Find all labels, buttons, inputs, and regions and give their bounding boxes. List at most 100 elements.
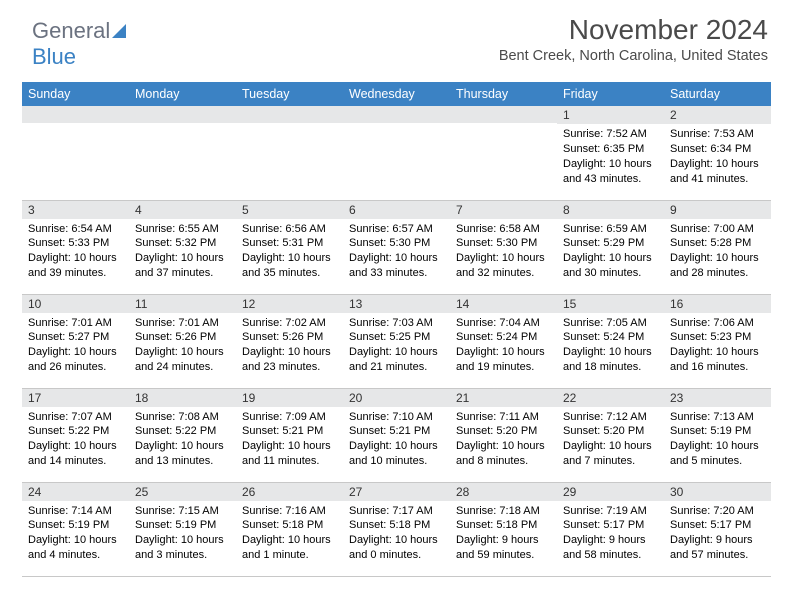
day-number: 22	[557, 389, 664, 407]
day-number	[343, 106, 450, 123]
calendar-day: 27Sunrise: 7:17 AMSunset: 5:18 PMDayligh…	[343, 482, 450, 576]
day-number: 30	[664, 483, 771, 501]
sunrise-text: Sunrise: 7:12 AM	[563, 410, 658, 425]
sunrise-text: Sunrise: 7:52 AM	[563, 127, 658, 142]
calendar-day	[343, 106, 450, 200]
sunrise-text: Sunrise: 7:04 AM	[456, 316, 551, 331]
calendar-day: 20Sunrise: 7:10 AMSunset: 5:21 PMDayligh…	[343, 388, 450, 482]
dayname: Tuesday	[236, 82, 343, 106]
day-details: Sunrise: 7:04 AMSunset: 5:24 PMDaylight:…	[450, 313, 557, 381]
calendar-day	[22, 106, 129, 200]
calendar-day: 2Sunrise: 7:53 AMSunset: 6:34 PMDaylight…	[664, 106, 771, 200]
calendar-day: 30Sunrise: 7:20 AMSunset: 5:17 PMDayligh…	[664, 482, 771, 576]
sunrise-text: Sunrise: 7:10 AM	[349, 410, 444, 425]
sunrise-text: Sunrise: 7:53 AM	[670, 127, 765, 142]
sunrise-text: Sunrise: 7:06 AM	[670, 316, 765, 331]
calendar-day	[236, 106, 343, 200]
day-number: 23	[664, 389, 771, 407]
daylight-text: Daylight: 10 hours and 16 minutes.	[670, 345, 765, 375]
sunrise-text: Sunrise: 7:18 AM	[456, 504, 551, 519]
calendar-day: 16Sunrise: 7:06 AMSunset: 5:23 PMDayligh…	[664, 294, 771, 388]
calendar-week: 1 Sunrise: 7:52 AMSunset: 6:35 PMDaylight…	[22, 106, 771, 200]
calendar-day: 3Sunrise: 6:54 AMSunset: 5:33 PMDaylight…	[22, 200, 129, 294]
day-details: Sunrise: 7:13 AMSunset: 5:19 PMDaylight:…	[664, 407, 771, 475]
dayname: Saturday	[664, 82, 771, 106]
day-number: 9	[664, 201, 771, 219]
day-details: Sunrise: 7:06 AMSunset: 5:23 PMDaylight:…	[664, 313, 771, 381]
day-details: Sunrise: 7:17 AMSunset: 5:18 PMDaylight:…	[343, 501, 450, 569]
month-title: November 2024	[499, 14, 768, 46]
day-details: Sunrise: 7:07 AMSunset: 5:22 PMDaylight:…	[22, 407, 129, 475]
day-number: 12	[236, 295, 343, 313]
dayname: Sunday	[22, 82, 129, 106]
day-details: Sunrise: 6:59 AMSunset: 5:29 PMDaylight:…	[557, 219, 664, 287]
day-details: Sunrise: 6:58 AMSunset: 5:30 PMDaylight:…	[450, 219, 557, 287]
calendar-day: 5 Sunrise: 6:56 AMSunset: 5:31 PMDaylight…	[236, 200, 343, 294]
day-number: 5	[236, 201, 343, 219]
day-number: 24	[22, 483, 129, 501]
day-number: 10	[22, 295, 129, 313]
sunset-text: Sunset: 5:18 PM	[456, 518, 551, 533]
daylight-text: Daylight: 10 hours and 37 minutes.	[135, 251, 230, 281]
day-number: 25	[129, 483, 236, 501]
sunrise-text: Sunrise: 7:08 AM	[135, 410, 230, 425]
day-details: Sunrise: 6:57 AMSunset: 5:30 PMDaylight:…	[343, 219, 450, 287]
sunset-text: Sunset: 5:21 PM	[242, 424, 337, 439]
sunset-text: Sunset: 5:31 PM	[242, 236, 337, 251]
calendar-week: 24Sunrise: 7:14 AMSunset: 5:19 PMDayligh…	[22, 482, 771, 576]
daylight-text: Daylight: 10 hours and 5 minutes.	[670, 439, 765, 469]
calendar-day: 11Sunrise: 7:01 AMSunset: 5:26 PMDayligh…	[129, 294, 236, 388]
sunrise-text: Sunrise: 6:57 AM	[349, 222, 444, 237]
day-number	[236, 106, 343, 123]
sunset-text: Sunset: 5:25 PM	[349, 330, 444, 345]
sunset-text: Sunset: 6:34 PM	[670, 142, 765, 157]
daylight-text: Daylight: 10 hours and 24 minutes.	[135, 345, 230, 375]
sunrise-text: Sunrise: 6:54 AM	[28, 222, 123, 237]
sunset-text: Sunset: 5:26 PM	[242, 330, 337, 345]
sunrise-text: Sunrise: 7:16 AM	[242, 504, 337, 519]
calendar-day: 15Sunrise: 7:05 AMSunset: 5:24 PMDayligh…	[557, 294, 664, 388]
daylight-text: Daylight: 10 hours and 32 minutes.	[456, 251, 551, 281]
day-details: Sunrise: 7:14 AMSunset: 5:19 PMDaylight:…	[22, 501, 129, 569]
sunset-text: Sunset: 5:24 PM	[456, 330, 551, 345]
sunset-text: Sunset: 5:28 PM	[670, 236, 765, 251]
sunrise-text: Sunrise: 7:07 AM	[28, 410, 123, 425]
daylight-text: Daylight: 10 hours and 13 minutes.	[135, 439, 230, 469]
day-number: 15	[557, 295, 664, 313]
day-details: Sunrise: 7:09 AMSunset: 5:21 PMDaylight:…	[236, 407, 343, 475]
day-number: 16	[664, 295, 771, 313]
day-number: 7	[450, 201, 557, 219]
daylight-text: Daylight: 10 hours and 35 minutes.	[242, 251, 337, 281]
sunrise-text: Sunrise: 7:15 AM	[135, 504, 230, 519]
calendar-week: 10Sunrise: 7:01 AMSunset: 5:27 PMDayligh…	[22, 294, 771, 388]
daylight-text: Daylight: 10 hours and 43 minutes.	[563, 157, 658, 187]
sunset-text: Sunset: 5:18 PM	[349, 518, 444, 533]
day-details: Sunrise: 6:55 AMSunset: 5:32 PMDaylight:…	[129, 219, 236, 287]
calendar-day: 19Sunrise: 7:09 AMSunset: 5:21 PMDayligh…	[236, 388, 343, 482]
day-number: 20	[343, 389, 450, 407]
day-number: 27	[343, 483, 450, 501]
calendar-day: 12Sunrise: 7:02 AMSunset: 5:26 PMDayligh…	[236, 294, 343, 388]
day-details	[22, 123, 129, 132]
calendar-day: 1 Sunrise: 7:52 AMSunset: 6:35 PMDaylight…	[557, 106, 664, 200]
calendar-day: 24Sunrise: 7:14 AMSunset: 5:19 PMDayligh…	[22, 482, 129, 576]
day-number: 1	[557, 106, 664, 124]
sunset-text: Sunset: 5:20 PM	[456, 424, 551, 439]
sunrise-text: Sunrise: 6:56 AM	[242, 222, 337, 237]
sunset-text: Sunset: 5:17 PM	[670, 518, 765, 533]
sunset-text: Sunset: 5:22 PM	[135, 424, 230, 439]
calendar-day: 23Sunrise: 7:13 AMSunset: 5:19 PMDayligh…	[664, 388, 771, 482]
day-details: Sunrise: 7:08 AMSunset: 5:22 PMDaylight:…	[129, 407, 236, 475]
daylight-text: Daylight: 10 hours and 33 minutes.	[349, 251, 444, 281]
location-text: Bent Creek, North Carolina, United State…	[499, 48, 768, 64]
calendar-day: 29Sunrise: 7:19 AMSunset: 5:17 PMDayligh…	[557, 482, 664, 576]
day-number	[129, 106, 236, 123]
calendar-day: 13Sunrise: 7:03 AMSunset: 5:25 PMDayligh…	[343, 294, 450, 388]
daylight-text: Daylight: 9 hours and 59 minutes.	[456, 533, 551, 563]
daylight-text: Daylight: 10 hours and 0 minutes.	[349, 533, 444, 563]
calendar-day	[129, 106, 236, 200]
day-number: 11	[129, 295, 236, 313]
sunset-text: Sunset: 6:35 PM	[563, 142, 658, 157]
day-number: 2	[664, 106, 771, 124]
sunset-text: Sunset: 5:19 PM	[28, 518, 123, 533]
